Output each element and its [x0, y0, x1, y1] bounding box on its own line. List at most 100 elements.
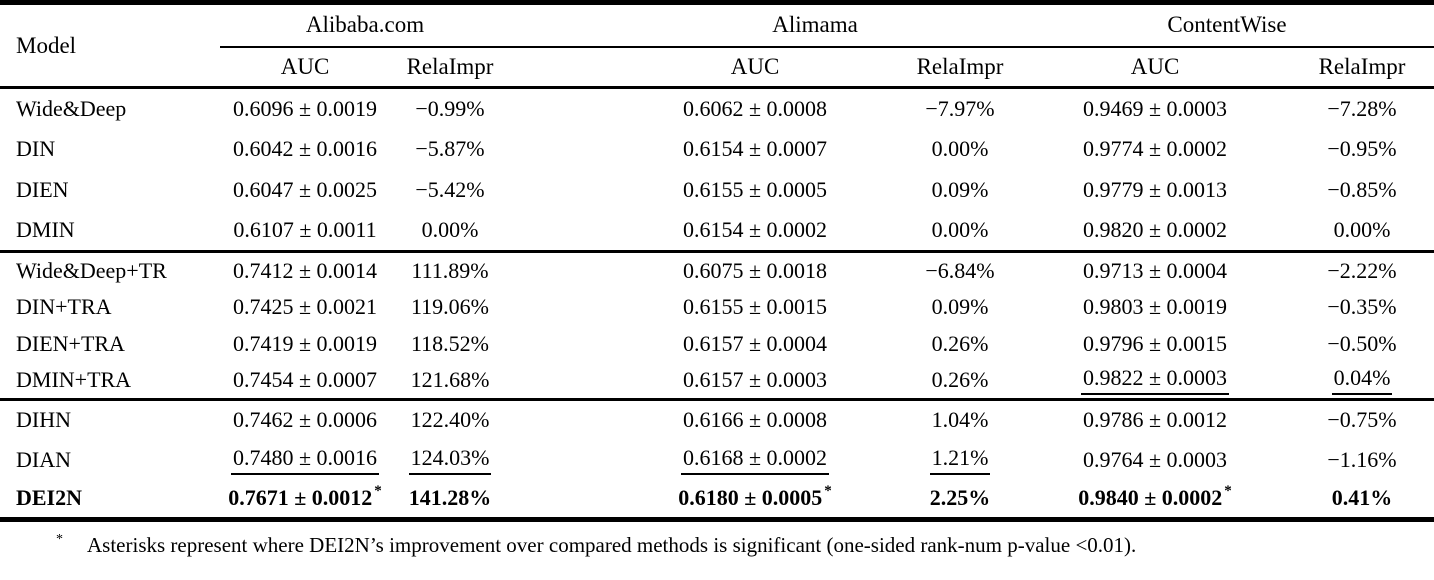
value-text: 0.6157 ± 0.0003: [682, 367, 828, 393]
value-cell: 0.9774 ± 0.0002: [1020, 129, 1290, 170]
value-cell: 0.00%: [1290, 210, 1434, 253]
value-cell: 0.26%: [900, 326, 1020, 363]
value-cell: 0.09%: [900, 170, 1020, 211]
value-cell: 111.89%: [390, 252, 510, 289]
value-text: 0.41%: [1331, 485, 1393, 511]
value-text: 0.9803 ± 0.0019: [1082, 294, 1228, 319]
value-cell: 0.9803 ± 0.0019: [1020, 289, 1290, 326]
model-name-cell: DEI2N: [0, 479, 220, 522]
value-text: 0.7454 ± 0.0007: [232, 367, 378, 393]
model-name-cell: DIHN: [16, 407, 71, 433]
footnote: * Asterisks represent where DEI2N’s impro…: [0, 533, 1434, 558]
value-cell: 121.68%: [390, 362, 510, 401]
value-cell: −0.85%: [1290, 170, 1434, 211]
value-text: −0.85%: [1327, 177, 1397, 202]
value-cell: 0.7454 ± 0.0007: [220, 362, 390, 401]
value-text: 0.7462 ± 0.0006: [232, 407, 378, 433]
value-text: 0.7419 ± 0.0019: [232, 331, 378, 356]
value-cell: 119.06%: [390, 289, 510, 326]
value-text: 0.6154 ± 0.0002: [682, 217, 828, 243]
value-text: 0.6166 ± 0.0008: [682, 407, 828, 433]
value-cell: −2.22%: [1290, 252, 1434, 289]
value-text: −1.16%: [1327, 446, 1397, 472]
model-name-cell: DIAN: [16, 446, 71, 472]
value-text: 0.6155 ± 0.0015: [682, 294, 828, 319]
spacer-cell: [510, 440, 610, 480]
value-cell: −0.95%: [1290, 129, 1434, 170]
value-text: 0.6155 ± 0.0005: [682, 177, 828, 202]
value-cell: 0.7425 ± 0.0021: [220, 289, 390, 326]
spacer-cell: [510, 129, 610, 170]
value-cell: 1.04%: [900, 400, 1020, 440]
footnote-marker: *: [56, 532, 63, 547]
value-cell: 124.03%: [390, 440, 510, 480]
value-cell: −7.28%: [1290, 88, 1434, 129]
value-text: 0.6180 ± 0.0005: [678, 485, 823, 511]
value-cell: −1.16%: [1290, 440, 1434, 480]
table-row: DIEN 0.6047 ± 0.0025 −5.42% 0.6155 ± 0.0005…: [0, 170, 1434, 211]
value-cell: 0.6154 ± 0.0002: [610, 210, 900, 253]
value-cell: −5.87%: [390, 129, 510, 170]
spacer-cell: [510, 170, 610, 211]
value-text: 0.9779 ± 0.0013: [1082, 177, 1228, 202]
value-text: 121.68%: [410, 367, 490, 393]
value-cell: 0.6096 ± 0.0019: [220, 88, 390, 129]
value-text: 0.6042 ± 0.0016: [232, 136, 378, 161]
value-text: 0.09%: [931, 177, 989, 202]
value-cell: 0.00%: [900, 210, 1020, 253]
model-name-cell: DIEN+TRA: [16, 331, 125, 356]
value-text: 0.9774 ± 0.0002: [1082, 136, 1228, 161]
value-text: −7.97%: [925, 95, 995, 121]
value-cell: −0.99%: [390, 88, 510, 129]
spacer-cell: [510, 210, 610, 253]
table-row: Wide&Deep+TR 0.7412 ± 0.0014 111.89% 0.6075…: [0, 252, 1434, 289]
value-cell: 0.6155 ± 0.0015: [610, 289, 900, 326]
value-cell: 118.52%: [390, 326, 510, 363]
model-column-header: Model: [0, 2, 220, 89]
value-cell: 0.9822 ± 0.0003: [1020, 362, 1290, 401]
value-text: 0.9713 ± 0.0004: [1082, 257, 1228, 283]
value-cell: 0.9796 ± 0.0015: [1020, 326, 1290, 363]
model-name-cell: DIN+TRA: [16, 294, 112, 319]
col-header-auc-contentwise: AUC: [1020, 46, 1290, 89]
value-cell: 0.00%: [900, 129, 1020, 170]
value-cell: 0.7480 ± 0.0016: [220, 440, 390, 480]
value-cell: −7.97%: [900, 88, 1020, 129]
value-cell: 0.09%: [900, 289, 1020, 326]
value-text: 0.6096 ± 0.0019: [232, 95, 378, 121]
spacer-cell: [510, 326, 610, 363]
dataset-header-alibaba: Alibaba.com: [220, 2, 510, 48]
underlined-value: 0.7480 ± 0.0016: [230, 445, 380, 475]
value-cell: 0.6157 ± 0.0003: [610, 362, 900, 401]
spacer-cell: [510, 2, 610, 48]
value-text: −0.99%: [415, 95, 485, 121]
value-text: 0.9840 ± 0.0002: [1078, 485, 1223, 511]
spacer-cell: [510, 362, 610, 401]
model-name-cell: Wide&Deep: [16, 95, 127, 121]
group-header-row: Model Alibaba.com Alimama ContentWise: [0, 2, 1434, 89]
footnote-text: Asterisks represent where DEI2N’s improv…: [87, 533, 1137, 557]
table-row: DIAN 0.7480 ± 0.0016 124.03% 0.6168 ± 0.000…: [0, 440, 1434, 480]
value-cell: 0.6075 ± 0.0018: [610, 252, 900, 289]
spacer-cell: [510, 479, 610, 522]
value-text: 0.00%: [1333, 217, 1391, 243]
value-text: 0.9796 ± 0.0015: [1082, 331, 1228, 356]
value-text: 0.7425 ± 0.0021: [232, 294, 378, 319]
table-row: DMIN+TRA 0.7454 ± 0.0007 121.68% 0.6157 ± 0…: [0, 362, 1434, 401]
model-name-cell: DMIN+TRA: [0, 362, 220, 401]
value-cell: −0.50%: [1290, 326, 1434, 363]
value-text: 0.9764 ± 0.0003: [1082, 446, 1228, 472]
table-row: DEI2N 0.7671 ± 0.0012 * 141.28% 0.6180 ± 0.0…: [0, 479, 1434, 522]
value-text: 2.25%: [929, 485, 991, 511]
value-cell: 0.6062 ± 0.0008: [610, 88, 900, 129]
table-row: DIN+TRA 0.7425 ± 0.0021 119.06% 0.6155 ± 0.…: [0, 289, 1434, 326]
value-text: 0.9820 ± 0.0002: [1082, 217, 1228, 243]
value-cell: −6.84%: [900, 252, 1020, 289]
value-text: 0.26%: [931, 367, 989, 393]
table-header: Model Alibaba.com Alimama ContentWise AU…: [0, 2, 1434, 89]
value-cell: 0.6155 ± 0.0005: [610, 170, 900, 211]
value-text: −0.95%: [1327, 136, 1397, 161]
results-table: Model Alibaba.com Alimama ContentWise AU…: [0, 0, 1434, 522]
underlined-value: 1.21%: [929, 445, 991, 475]
